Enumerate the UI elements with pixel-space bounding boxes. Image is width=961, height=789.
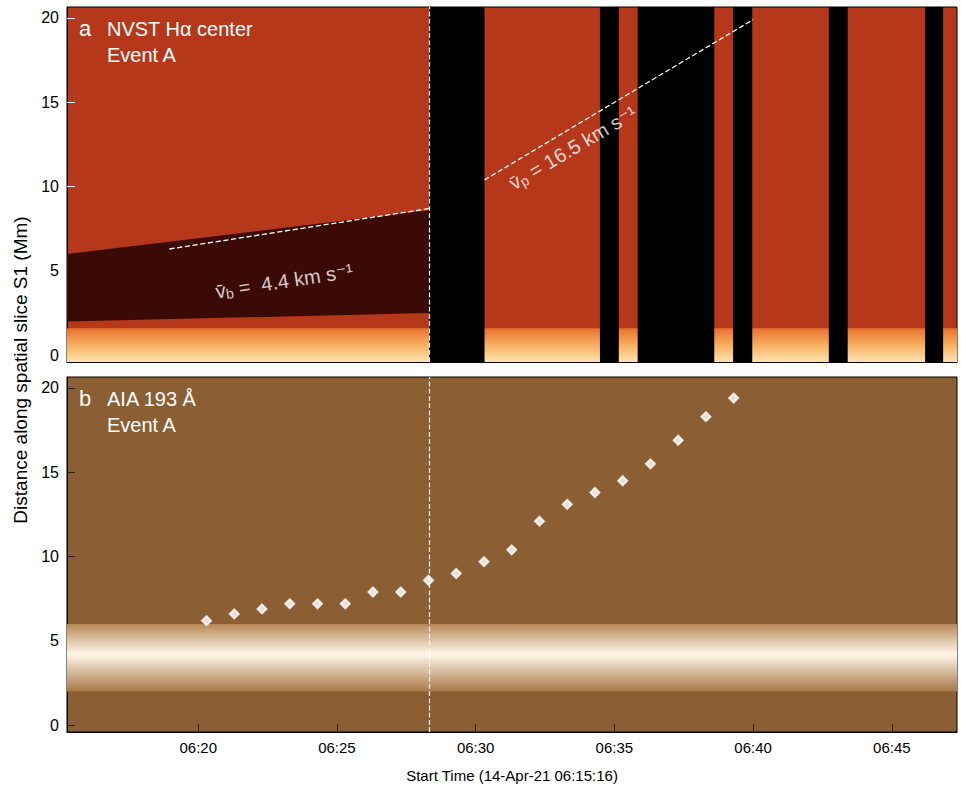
svg-text:Event A: Event A: [107, 44, 177, 66]
svg-text:b: b: [224, 285, 235, 302]
svg-text:15: 15: [41, 94, 59, 111]
svg-text:06:20: 06:20: [179, 739, 217, 756]
svg-text:Start Time (14-Apr-21 06:15:16: Start Time (14-Apr-21 06:15:16): [406, 767, 618, 784]
svg-text:= 4.4 km s⁻¹: = 4.4 km s⁻¹: [232, 260, 355, 300]
svg-text:a: a: [79, 16, 92, 41]
svg-text:06:35: 06:35: [596, 739, 634, 756]
svg-text:06:45: 06:45: [873, 739, 911, 756]
svg-text:0: 0: [50, 717, 59, 734]
svg-text:06:40: 06:40: [734, 739, 772, 756]
svg-text:v̄: v̄: [213, 279, 228, 303]
svg-text:p: p: [517, 172, 532, 190]
svg-text:Distance along spatial slice S: Distance along spatial slice S1 (Mm): [10, 216, 31, 523]
svg-text:5: 5: [50, 262, 59, 279]
svg-text:v̄: v̄: [505, 170, 525, 195]
svg-text:AIA 193 Å: AIA 193 Å: [107, 388, 197, 410]
svg-text:10: 10: [41, 548, 59, 565]
svg-text:0: 0: [50, 347, 59, 364]
svg-text:06:30: 06:30: [457, 739, 495, 756]
svg-text:10: 10: [41, 178, 59, 195]
svg-text:NVST Hα center: NVST Hα center: [107, 18, 253, 40]
svg-text:b: b: [79, 386, 91, 411]
svg-text:= 16.5 km s⁻¹: = 16.5 km s⁻¹: [520, 101, 641, 185]
svg-text:20: 20: [41, 379, 59, 396]
svg-text:20: 20: [41, 9, 59, 26]
svg-text:06:25: 06:25: [318, 739, 356, 756]
svg-text:5: 5: [50, 632, 59, 649]
svg-text:15: 15: [41, 464, 59, 481]
svg-text:Event A: Event A: [107, 414, 177, 436]
